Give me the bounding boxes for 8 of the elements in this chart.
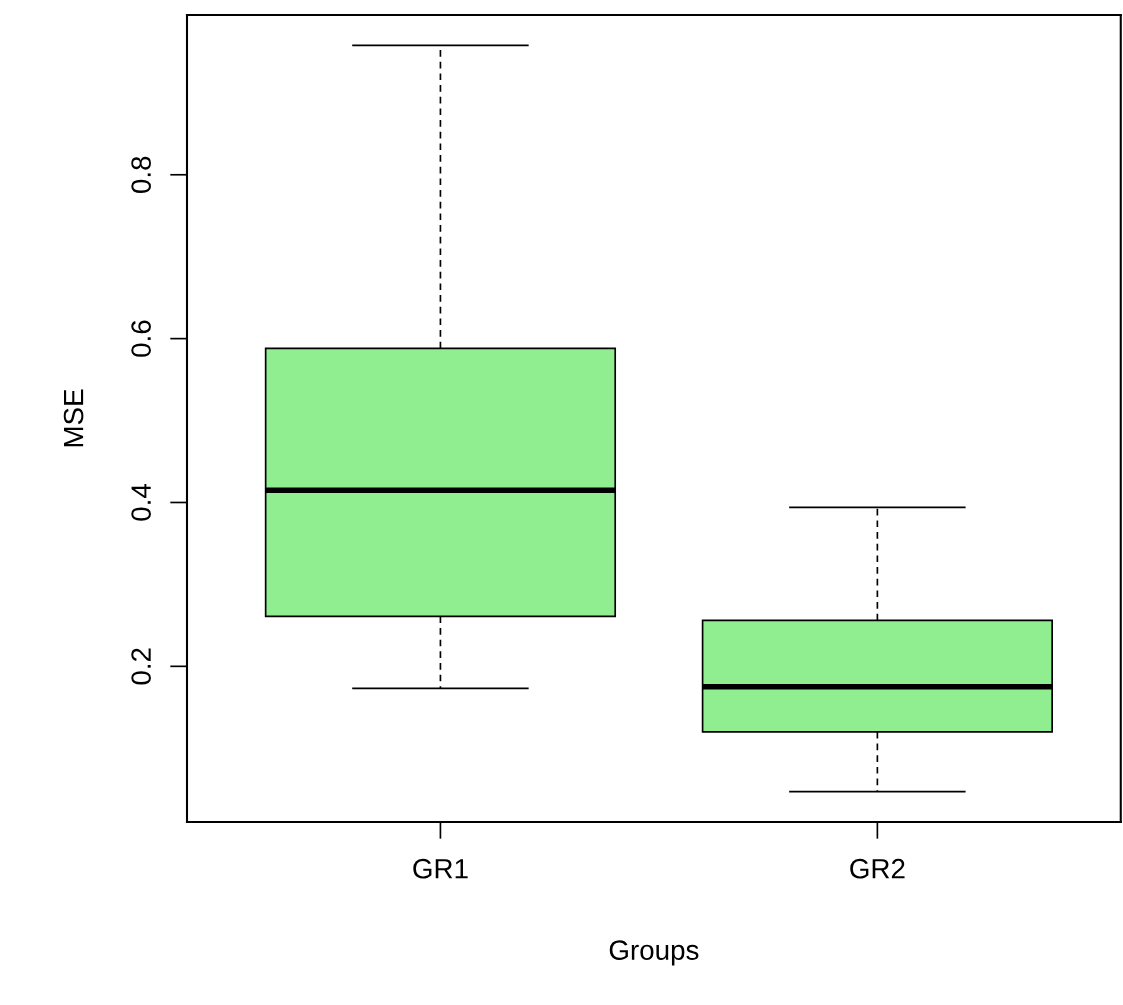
y-tick-label: 0.4	[131, 483, 151, 521]
y-tick-label: 0.8	[131, 156, 151, 193]
y-tick-label: 0.6	[131, 320, 151, 357]
y-axis-title: MSE	[63, 389, 84, 447]
y-tick-label: 0.2	[131, 648, 151, 685]
x-axis-title: Groups	[609, 940, 699, 966]
x-tick-label: GR2	[850, 858, 905, 879]
x-tick-label: GR1	[413, 858, 468, 879]
